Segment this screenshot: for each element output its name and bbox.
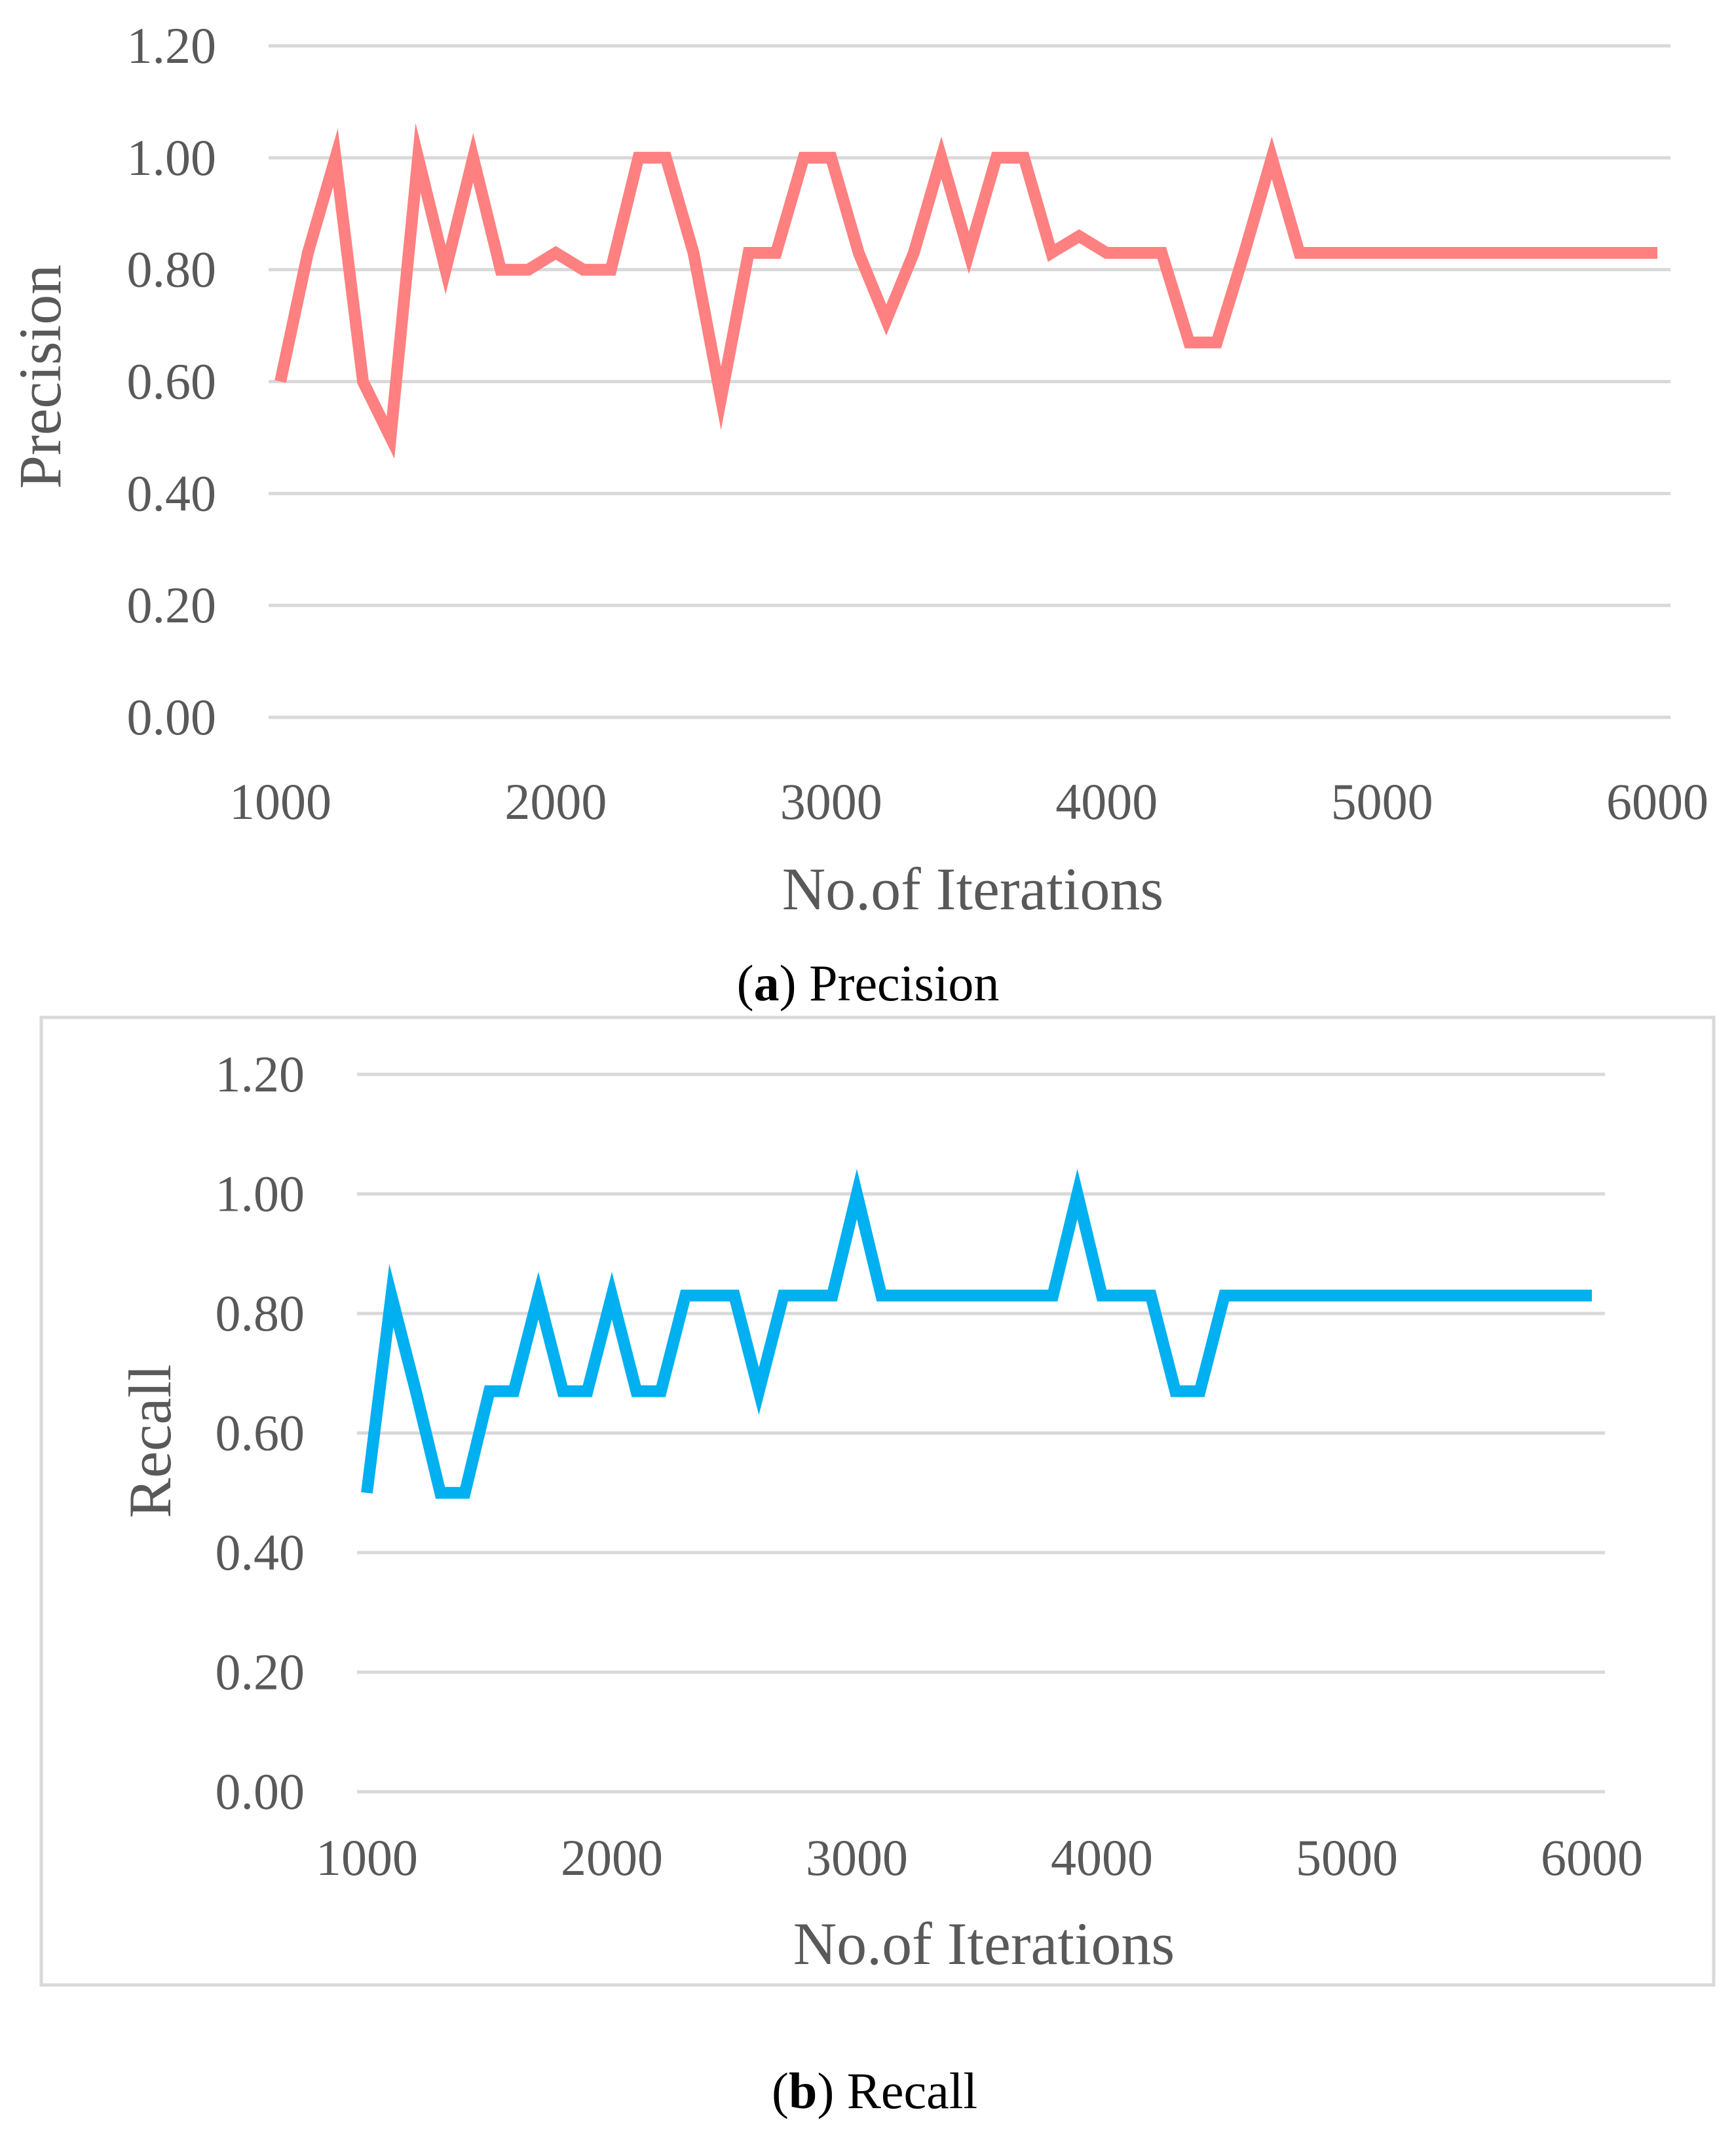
recall-x-axis-title: No.of Iterations <box>793 1910 1175 1977</box>
precision-x-tick-label: 3000 <box>780 773 882 830</box>
recall-y-tick-label: 0.60 <box>216 1405 305 1462</box>
precision-y-tick-label: 0.60 <box>127 353 217 410</box>
precision-x-axis-title: No.of Iterations <box>782 856 1164 922</box>
recall-caption-text: ) Recall <box>817 2062 977 2119</box>
recall-caption-letter: b <box>789 2062 817 2119</box>
recall-x-ticks: 1000 2000 3000 4000 5000 6000 <box>316 1829 1643 1886</box>
recall-chart-frame <box>39 1015 1716 1987</box>
recall-series <box>361 1169 1592 1499</box>
precision-chart: 0.00 0.20 0.40 0.60 0.80 1.00 1.20 1000 2000 300… <box>7 17 1708 1011</box>
precision-caption: (a) Precision <box>737 954 1000 1011</box>
recall-gridlines <box>357 1072 1605 1794</box>
precision-caption-letter: a <box>754 954 780 1011</box>
precision-caption-open: ( <box>737 954 754 1011</box>
precision-x-ticks: 1000 2000 3000 4000 5000 6000 <box>229 773 1708 830</box>
precision-y-tick-label: 0.00 <box>127 689 217 746</box>
precision-x-tick-label: 1000 <box>229 773 331 830</box>
recall-y-tick-label: 1.00 <box>216 1165 305 1222</box>
recall-caption: (b) Recall <box>772 2062 977 2119</box>
precision-gridlines <box>269 44 1670 719</box>
recall-x-tick-label: 3000 <box>806 1829 908 1886</box>
recall-chart: 0.00 0.20 0.40 0.60 0.80 1.00 1.20 1000 2000 300… <box>117 1046 1643 2119</box>
precision-y-tick-label: 1.20 <box>127 17 217 74</box>
recall-y-tick-label: 0.20 <box>216 1644 305 1701</box>
precision-caption-text: ) Precision <box>780 954 1000 1011</box>
recall-x-tick-label: 6000 <box>1541 1829 1643 1886</box>
recall-y-ticks: 0.00 0.20 0.40 0.60 0.80 1.00 1.20 <box>216 1046 305 1820</box>
precision-series <box>274 123 1657 459</box>
recall-y-tick-label: 1.20 <box>216 1046 305 1103</box>
precision-y-axis-title: Precision <box>7 265 73 489</box>
recall-x-tick-label: 1000 <box>316 1829 418 1886</box>
precision-y-ticks: 0.00 0.20 0.40 0.60 0.80 1.00 1.20 <box>127 17 217 746</box>
precision-y-tick-label: 0.20 <box>127 576 217 633</box>
precision-y-tick-label: 0.80 <box>127 241 217 298</box>
recall-x-tick-label: 5000 <box>1296 1829 1398 1886</box>
recall-x-tick-label: 4000 <box>1051 1829 1153 1886</box>
precision-line <box>274 123 1657 459</box>
recall-y-tick-label: 0.80 <box>216 1285 305 1342</box>
precision-x-tick-label: 6000 <box>1606 773 1708 830</box>
recall-y-tick-label: 0.40 <box>216 1524 305 1581</box>
recall-line <box>361 1169 1592 1499</box>
recall-caption-open: ( <box>772 2062 789 2119</box>
recall-x-tick-label: 2000 <box>561 1829 663 1886</box>
precision-x-tick-label: 5000 <box>1331 773 1433 830</box>
precision-y-tick-label: 1.00 <box>127 129 217 186</box>
precision-x-tick-label: 4000 <box>1055 773 1158 830</box>
precision-y-tick-label: 0.40 <box>127 464 217 521</box>
recall-y-axis-title: Recall <box>117 1365 183 1519</box>
precision-x-tick-label: 2000 <box>504 773 607 830</box>
recall-y-tick-label: 0.00 <box>216 1763 305 1820</box>
